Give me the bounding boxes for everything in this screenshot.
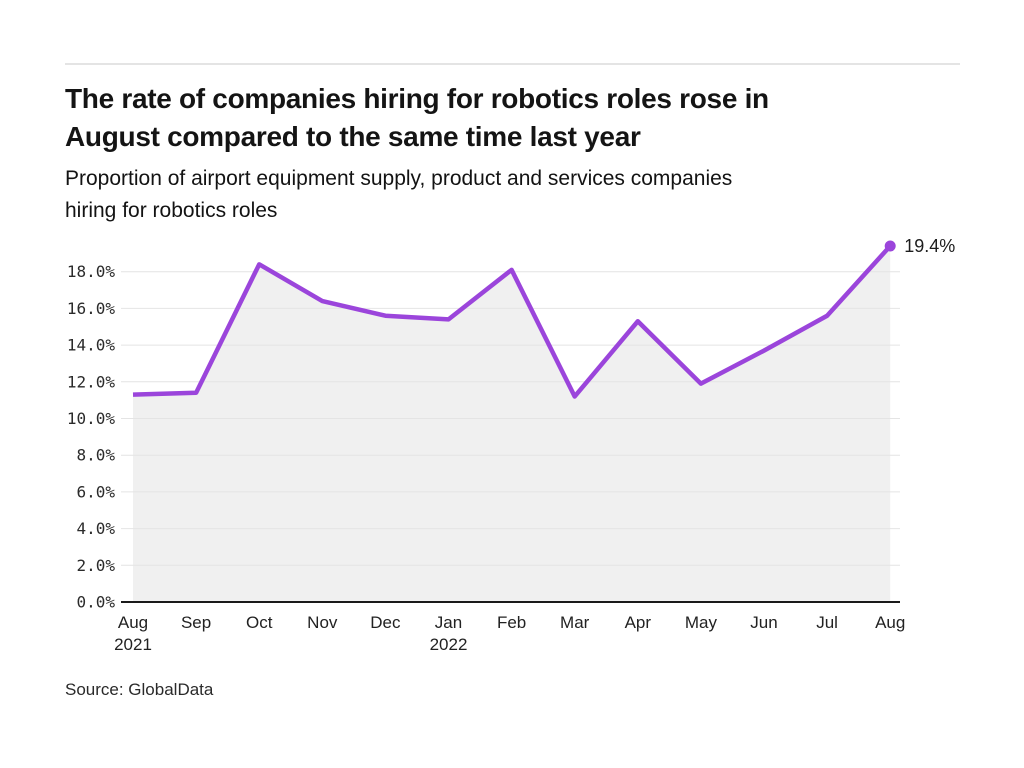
chart-title-line-2: August compared to the same time last ye… (65, 121, 641, 152)
end-point-marker (884, 240, 896, 252)
y-axis-tick-label: 6.0% (76, 482, 115, 501)
x-axis-month-label: Dec (370, 613, 401, 632)
x-axis-month-label: Jan (435, 613, 462, 632)
header-divider (65, 63, 960, 65)
y-axis-tick-label: 0.0% (76, 593, 115, 612)
x-axis-year-label: 2022 (430, 635, 468, 654)
y-axis-tick-label: 8.0% (76, 446, 115, 465)
x-axis-month-label: Oct (246, 613, 273, 632)
y-axis-tick-label: 18.0% (67, 262, 116, 281)
y-axis-tick-label: 12.0% (67, 372, 116, 391)
x-axis-year-label: 2021 (114, 635, 152, 654)
x-axis-month-label: Apr (625, 613, 652, 632)
source-label: Source: GlobalData (65, 680, 214, 699)
x-axis-month-label: Nov (307, 613, 338, 632)
y-axis-tick-label: 14.0% (67, 336, 116, 355)
chart-title: The rate of companies hiring for robotic… (65, 80, 965, 156)
x-axis-month-label: Sep (181, 613, 211, 632)
chart-subtitle-line-2: hiring for robotics roles (65, 199, 278, 222)
x-axis-month-label: Mar (560, 613, 590, 632)
x-axis-month-label: Aug (118, 613, 148, 632)
chart-title-line-1: The rate of companies hiring for robotic… (65, 83, 769, 114)
y-axis-tick-label: 16.0% (67, 299, 116, 318)
x-axis-month-label: Feb (497, 613, 526, 632)
x-axis-month-label: May (685, 613, 718, 632)
x-axis-month-label: Aug (875, 613, 905, 632)
trend-line (132, 244, 892, 399)
chart-subtitle: Proportion of airport equipment supply, … (65, 163, 965, 227)
end-value-annotation: 19.4% (904, 236, 955, 256)
x-axis-month-label: Jun (750, 613, 777, 632)
y-axis-tick-label: 10.0% (67, 409, 116, 428)
x-axis-month-label: Jul (816, 613, 838, 632)
y-axis-tick-label: 2.0% (76, 556, 115, 575)
y-axis-tick-label: 4.0% (76, 519, 115, 538)
area-fill (133, 246, 891, 602)
chart-subtitle-line-1: Proportion of airport equipment supply, … (65, 167, 733, 190)
